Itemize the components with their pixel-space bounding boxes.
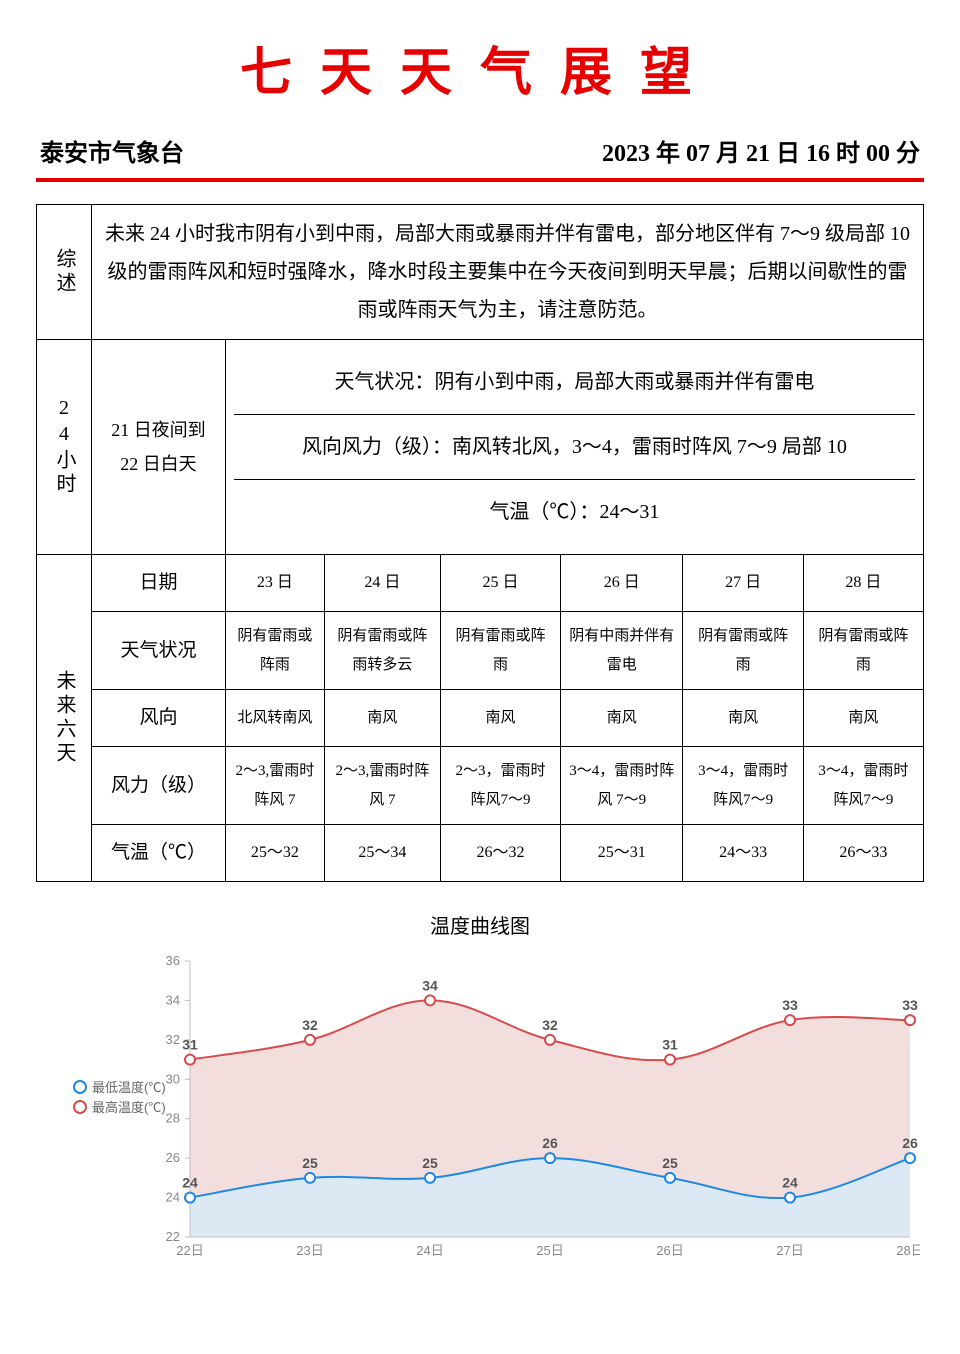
d4-cond: 阴有雷雨或阵雨: [683, 612, 803, 690]
summary-label: 综述: [37, 205, 92, 340]
d4-wf: 3～4，雷雨时阵风7～9: [683, 747, 803, 825]
d0-wdir: 北风转南风: [225, 690, 324, 747]
d5-date: 28 日: [803, 555, 923, 612]
svg-text:最低温度(℃): 最低温度(℃): [92, 1080, 166, 1095]
h24-details: 天气状况：阴有小到中雨，局部大雨或暴雨并伴有雷电 风向风力（级）：南风转北风，3…: [225, 340, 923, 555]
d3-wdir: 南风: [561, 690, 683, 747]
h24-wind: 南风转北风，3～4，雷雨时阵风 7～9 局部 10: [452, 436, 847, 458]
d0-cond: 阴有雷雨或阵雨: [225, 612, 324, 690]
svg-text:26: 26: [902, 1135, 918, 1151]
d3-temp: 25～31: [561, 825, 683, 882]
d2-wdir: 南风: [440, 690, 560, 747]
d4-temp: 24～33: [683, 825, 803, 882]
row-condition-label: 天气状况: [92, 612, 226, 690]
svg-text:36: 36: [166, 953, 180, 968]
svg-text:32: 32: [166, 1032, 180, 1047]
d3-wf: 3～4，雷雨时阵风 7～9: [561, 747, 683, 825]
h24-condition-label: 天气状况：: [334, 371, 434, 393]
svg-text:28: 28: [166, 1111, 180, 1126]
svg-text:22: 22: [166, 1229, 180, 1244]
svg-text:24日: 24日: [416, 1243, 443, 1258]
d2-temp: 26～32: [440, 825, 560, 882]
d1-temp: 25～34: [324, 825, 440, 882]
svg-text:23日: 23日: [296, 1243, 323, 1258]
svg-text:28日: 28日: [896, 1243, 920, 1258]
d1-date: 24 日: [324, 555, 440, 612]
d5-temp: 26～33: [803, 825, 923, 882]
h24-condition: 阴有小到中雨，局部大雨或暴雨并伴有雷电: [434, 371, 814, 393]
svg-text:22日: 22日: [176, 1243, 203, 1258]
sixday-label: 未来六天: [37, 555, 92, 882]
svg-text:26: 26: [542, 1135, 558, 1151]
svg-text:32: 32: [542, 1017, 558, 1033]
svg-text:25日: 25日: [536, 1243, 563, 1258]
d2-date: 25 日: [440, 555, 560, 612]
svg-text:33: 33: [782, 997, 798, 1013]
svg-text:26: 26: [166, 1150, 180, 1165]
d5-wf: 3～4，雷雨时阵风7～9: [803, 747, 923, 825]
svg-text:26日: 26日: [656, 1243, 683, 1258]
chart-title: 温度曲线图: [36, 910, 924, 939]
row-windforce-label: 风力（级）: [92, 747, 226, 825]
d2-wf: 2～3，雷雨时阵风7～9: [440, 747, 560, 825]
row-date-label: 日期: [92, 555, 226, 612]
page-title: 七天天气展望: [36, 30, 924, 105]
station-name: 泰安市气象台: [40, 133, 184, 168]
svg-text:34: 34: [422, 978, 438, 994]
svg-text:24: 24: [166, 1190, 180, 1205]
summary-text: 未来 24 小时我市阴有小到中雨，局部大雨或暴雨并伴有雷电，部分地区伴有 7～9…: [92, 205, 924, 340]
row-temp-label: 气温（℃）: [92, 825, 226, 882]
svg-text:24: 24: [782, 1175, 798, 1191]
d1-wf: 2～3,雷雨时阵风 7: [324, 747, 440, 825]
d4-date: 27 日: [683, 555, 803, 612]
svg-text:24: 24: [182, 1175, 198, 1191]
d1-wdir: 南风: [324, 690, 440, 747]
d1-cond: 阴有雷雨或阵雨转多云: [324, 612, 440, 690]
svg-text:25: 25: [302, 1155, 318, 1171]
d0-wf: 2～3,雷雨时阵风 7: [225, 747, 324, 825]
temperature-chart: 222426283032343622日23日24日25日26日27日28日313…: [40, 947, 920, 1267]
svg-text:25: 25: [662, 1155, 678, 1171]
d0-date: 23 日: [225, 555, 324, 612]
h24-temp: 24～31: [599, 501, 659, 523]
divider: [36, 178, 924, 182]
h24-temp-label: 气温（℃）：: [489, 501, 599, 523]
svg-text:31: 31: [182, 1037, 198, 1053]
d0-temp: 25～32: [225, 825, 324, 882]
svg-text:最高温度(℃): 最高温度(℃): [92, 1100, 166, 1115]
svg-text:27日: 27日: [776, 1243, 803, 1258]
d5-cond: 阴有雷雨或阵雨: [803, 612, 923, 690]
svg-text:31: 31: [662, 1037, 678, 1053]
issued-time: 2023 年 07 月 21 日 16 时 00 分: [602, 133, 920, 168]
svg-text:33: 33: [902, 997, 918, 1013]
svg-text:30: 30: [166, 1072, 180, 1087]
h24-label: 24小时: [37, 340, 92, 555]
row-winddir-label: 风向: [92, 690, 226, 747]
forecast-table: 综述 未来 24 小时我市阴有小到中雨，局部大雨或暴雨并伴有雷电，部分地区伴有 …: [36, 204, 924, 882]
h24-period: 21 日夜间到 22 日白天: [92, 340, 226, 555]
d5-wdir: 南风: [803, 690, 923, 747]
h24-wind-label: 风向风力（级）：: [302, 436, 452, 458]
d3-cond: 阴有中雨并伴有雷电: [561, 612, 683, 690]
d4-wdir: 南风: [683, 690, 803, 747]
svg-text:25: 25: [422, 1155, 438, 1171]
svg-text:34: 34: [166, 993, 180, 1008]
svg-text:32: 32: [302, 1017, 318, 1033]
header-row: 泰安市气象台 2023 年 07 月 21 日 16 时 00 分: [36, 133, 924, 174]
d2-cond: 阴有雷雨或阵雨: [440, 612, 560, 690]
d3-date: 26 日: [561, 555, 683, 612]
